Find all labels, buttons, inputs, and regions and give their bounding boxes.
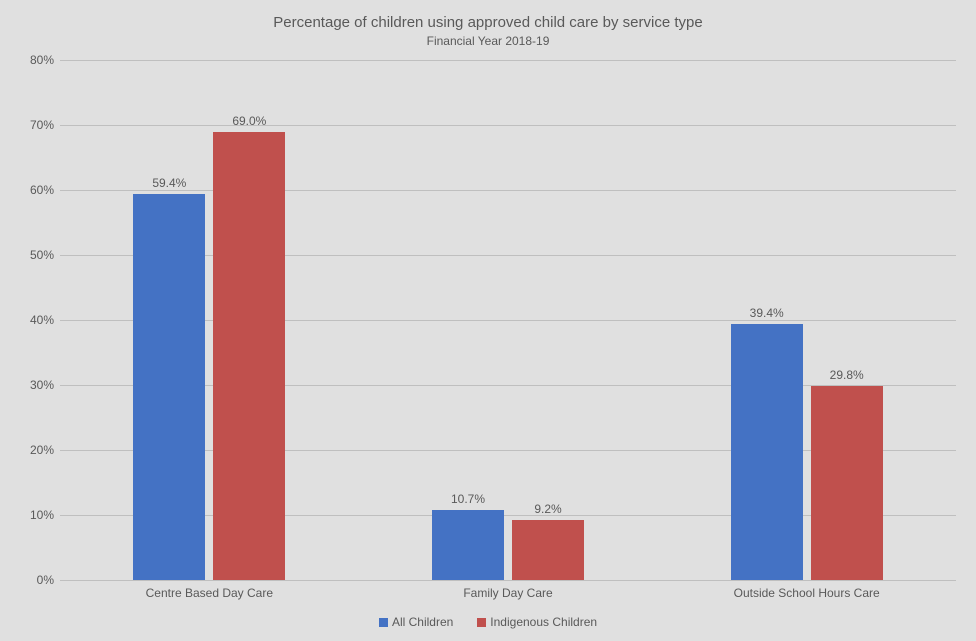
y-tick-label: 60% bbox=[30, 183, 54, 197]
legend-item: Indigenous Children bbox=[477, 614, 597, 629]
bar-value-label: 39.4% bbox=[717, 306, 817, 320]
chart-title: Percentage of children using approved ch… bbox=[0, 14, 976, 31]
plot-area: 59.4%69.0%10.7%9.2%39.4%29.8% bbox=[60, 60, 956, 580]
y-tick-label: 80% bbox=[30, 53, 54, 67]
gridline bbox=[60, 190, 956, 191]
y-tick-label: 20% bbox=[30, 443, 54, 457]
y-tick-label: 0% bbox=[37, 573, 54, 587]
bar bbox=[133, 194, 205, 580]
legend-label: All Children bbox=[392, 615, 453, 629]
y-axis: 0%10%20%30%40%50%60%70%80% bbox=[0, 60, 60, 580]
legend-swatch bbox=[477, 618, 486, 627]
x-category-label: Outside School Hours Care bbox=[734, 586, 880, 600]
chart-subtitle: Financial Year 2018-19 bbox=[0, 34, 976, 48]
y-tick-label: 10% bbox=[30, 508, 54, 522]
bar bbox=[512, 520, 584, 580]
gridline bbox=[60, 580, 956, 581]
chart-container: Percentage of children using approved ch… bbox=[0, 0, 976, 641]
bar bbox=[811, 386, 883, 580]
legend-swatch bbox=[379, 618, 388, 627]
bar bbox=[432, 510, 504, 580]
bar-value-label: 69.0% bbox=[199, 114, 299, 128]
bar-value-label: 9.2% bbox=[498, 502, 598, 516]
bar bbox=[213, 132, 285, 581]
bar bbox=[731, 324, 803, 580]
y-tick-label: 50% bbox=[30, 248, 54, 262]
bar-value-label: 29.8% bbox=[797, 368, 897, 382]
bar-value-label: 59.4% bbox=[119, 176, 219, 190]
y-tick-label: 70% bbox=[30, 118, 54, 132]
legend-label: Indigenous Children bbox=[490, 615, 597, 629]
y-tick-label: 30% bbox=[30, 378, 54, 392]
legend-item: All Children bbox=[379, 614, 453, 629]
gridline bbox=[60, 60, 956, 61]
x-category-label: Centre Based Day Care bbox=[146, 586, 273, 600]
y-tick-label: 40% bbox=[30, 313, 54, 327]
legend: All Children Indigenous Children bbox=[0, 614, 976, 629]
gridline bbox=[60, 125, 956, 126]
x-category-label: Family Day Care bbox=[463, 586, 552, 600]
